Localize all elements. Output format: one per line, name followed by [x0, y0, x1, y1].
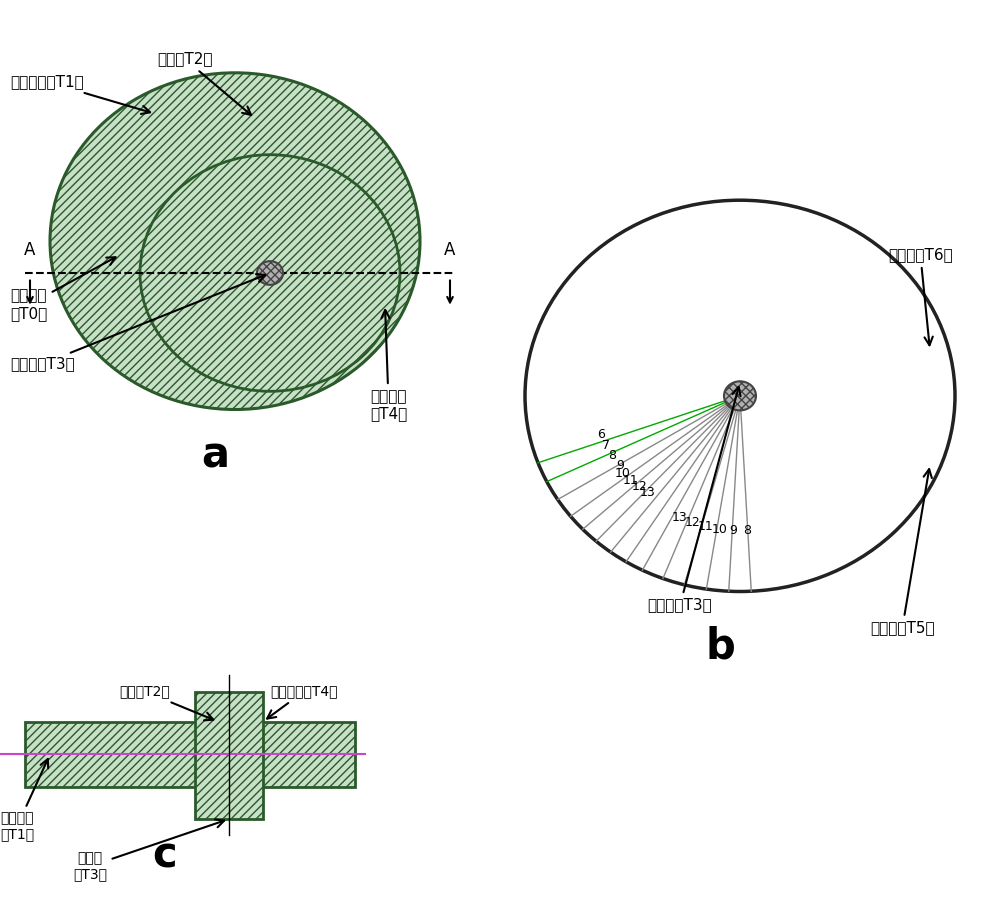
Text: 外接触面
（T1）: 外接触面 （T1）	[0, 759, 48, 842]
Text: 内接触面
（T4）: 内接触面 （T4）	[370, 310, 407, 421]
Text: 13: 13	[672, 511, 687, 524]
Circle shape	[50, 73, 420, 410]
Text: 8: 8	[743, 524, 751, 537]
Text: 旋转轴（T3）: 旋转轴（T3）	[648, 387, 741, 612]
Circle shape	[140, 155, 400, 391]
Text: 12: 12	[631, 480, 647, 493]
Circle shape	[257, 261, 283, 285]
Text: 外接触面（T1）: 外接触面（T1）	[10, 75, 150, 114]
Text: 旋转轴（T3）: 旋转轴（T3）	[10, 274, 265, 371]
Text: 10: 10	[711, 523, 727, 536]
Text: 9: 9	[729, 524, 737, 537]
Text: b: b	[705, 625, 735, 667]
Text: 旋转轴
（T3）: 旋转轴 （T3）	[73, 819, 224, 882]
Circle shape	[724, 381, 756, 410]
Text: 6: 6	[597, 429, 605, 441]
Text: 内腔（T2）: 内腔（T2）	[157, 52, 251, 115]
Text: 11: 11	[623, 474, 639, 487]
Text: c: c	[153, 834, 177, 876]
Text: 9: 9	[616, 460, 624, 472]
Text: 内腔（T2）: 内腔（T2）	[120, 684, 213, 721]
Text: 13: 13	[640, 486, 656, 499]
Text: 10: 10	[615, 467, 631, 480]
Text: 刻度线（T5）: 刻度线（T5）	[870, 470, 935, 635]
Text: 12: 12	[684, 516, 700, 530]
Bar	[25, 722, 355, 787]
Text: a: a	[201, 434, 229, 476]
Text: 分差凸轮
（T0）: 分差凸轮 （T0）	[10, 258, 116, 321]
Text: 7: 7	[602, 440, 610, 452]
Text: 11: 11	[698, 521, 713, 533]
Text: 内接触面（T4）: 内接触面（T4）	[267, 684, 338, 719]
Circle shape	[525, 200, 955, 592]
Text: A: A	[444, 241, 456, 259]
Text: A: A	[24, 241, 36, 259]
Bar	[195, 692, 263, 819]
Text: 8: 8	[608, 450, 616, 462]
Text: 壁厘值（T6）: 壁厘值（T6）	[888, 248, 953, 345]
